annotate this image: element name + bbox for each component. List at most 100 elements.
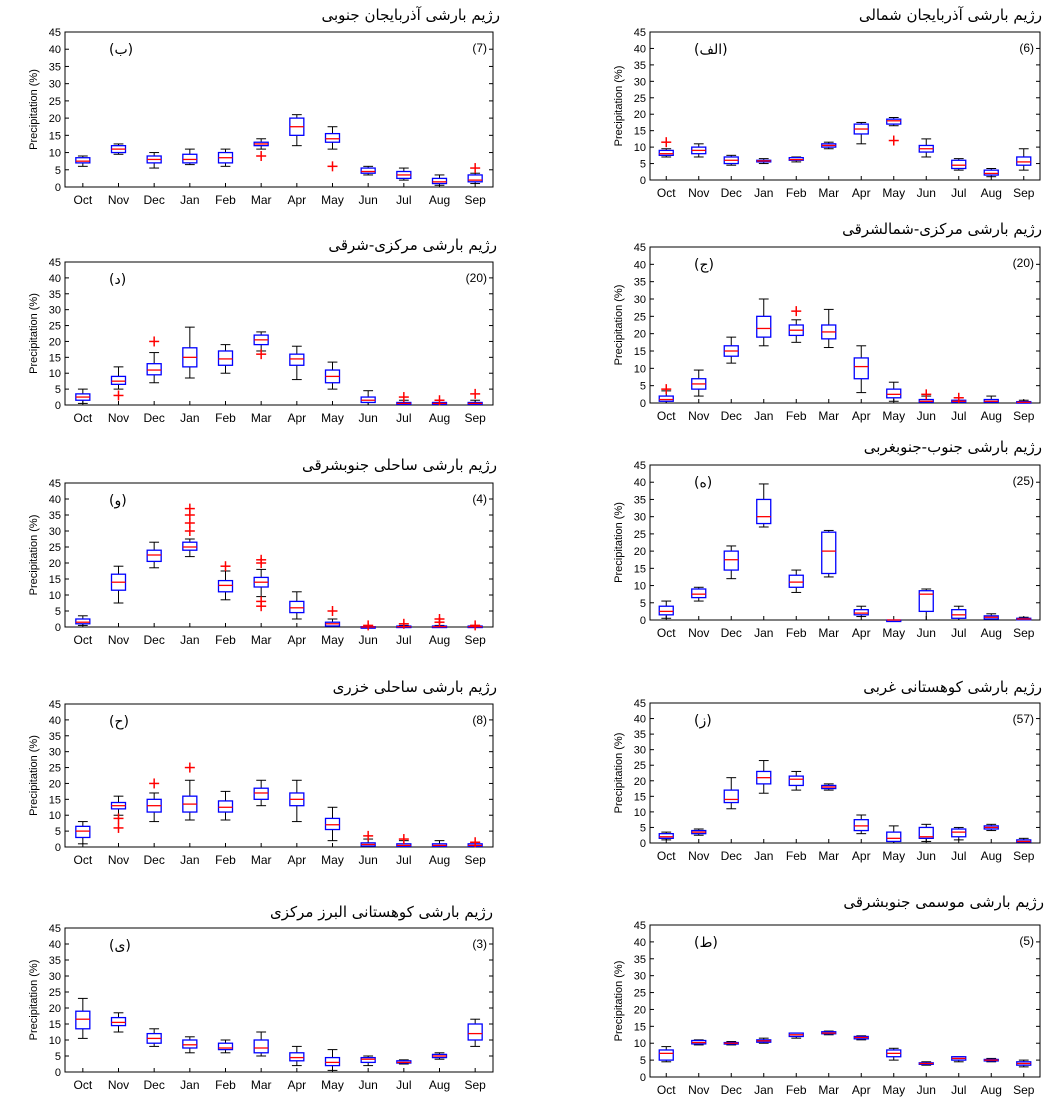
y-tick-label: 30 [634, 745, 646, 757]
box-feb [788, 569, 804, 593]
box-plot-panel-0: 0 5 10 15 20 25 30 35 40 45 Precipitation (%) Oct No… [28, 27, 494, 207]
plot-frame [64, 31, 494, 188]
x-tick-label-jun: Jun [917, 849, 936, 863]
box-jan [182, 148, 198, 166]
x-tick-label-jun: Jun [917, 186, 936, 200]
box-mar [253, 1031, 269, 1057]
box-plot-panel-1: 0 5 10 15 20 25 30 35 40 45 Precipitation (%) Oct No… [613, 27, 1041, 200]
x-tick-label-jan: Jan [754, 409, 773, 423]
box-apr [853, 605, 869, 618]
iqr-box [853, 357, 869, 380]
box-dec [723, 1041, 739, 1046]
y-tick-label: 0 [640, 175, 646, 187]
y-tick-label: 45 [634, 920, 646, 932]
x-tick-label-aug: Aug [981, 849, 1002, 863]
y-tick-label: 5 [640, 822, 646, 834]
x-tick-label-dec: Dec [721, 626, 742, 640]
x-tick-label-aug: Aug [429, 193, 450, 207]
x-tick-label-may: May [321, 853, 344, 867]
iqr-box [431, 177, 448, 185]
y-tick-label: 15 [634, 563, 646, 575]
x-tick-label-mar: Mar [818, 1083, 839, 1097]
y-tick-label: 25 [634, 760, 646, 772]
outlier-marker [149, 336, 160, 347]
y-tick-label: 45 [49, 699, 61, 711]
y-tick-label: 40 [634, 477, 646, 489]
y-tick-label: 40 [634, 937, 646, 949]
iqr-box [853, 609, 869, 616]
plot-frame [64, 703, 494, 848]
y-tick-label: 5 [55, 384, 61, 396]
iqr-box [918, 590, 934, 613]
x-tick-label-may: May [882, 626, 905, 640]
y-tick-label: 45 [634, 698, 646, 710]
iqr-box [217, 579, 234, 593]
iqr-box [75, 1010, 91, 1030]
x-tick-label-jun: Jun [358, 193, 377, 207]
box-dec [146, 352, 162, 384]
x-tick-label-feb: Feb [786, 1083, 807, 1097]
x-tick-label-may: May [882, 186, 905, 200]
iqr-box [951, 609, 967, 619]
iqr-box [110, 1016, 127, 1027]
y-tick-label: 40 [49, 494, 61, 506]
iqr-box [324, 817, 341, 831]
y-axis-label: Precipitation (%) [28, 960, 40, 1041]
y-tick-label: 20 [49, 113, 61, 125]
y-axis-label: Precipitation (%) [613, 733, 625, 814]
box-feb [788, 770, 804, 791]
x-tick-label-apr: Apr [852, 409, 871, 423]
y-tick-label: 45 [49, 257, 61, 269]
box-jan [756, 1037, 772, 1044]
x-tick-label-mar: Mar [251, 633, 272, 647]
iqr-box [756, 498, 772, 525]
box-nov [110, 143, 127, 155]
box-jan [182, 779, 198, 821]
iqr-box [253, 787, 269, 800]
panel-title: رژیم بارشی ساحلی جنوبشرقی [302, 456, 497, 474]
box-may [886, 825, 902, 844]
x-tick-label-feb: Feb [215, 411, 236, 425]
y-tick-label: 15 [634, 126, 646, 138]
x-tick-label-oct: Oct [73, 633, 92, 647]
y-tick-label: 10 [49, 810, 61, 822]
box-mar [821, 308, 837, 349]
panel-title: رژیم بارشی مرکزی-شرقی [328, 236, 497, 254]
iqr-box [360, 1056, 376, 1064]
y-axis-label: Precipitation (%) [613, 502, 625, 583]
x-tick-label-nov: Nov [108, 193, 129, 207]
x-tick-label-dec: Dec [143, 633, 164, 647]
panel-title: رژیم بارشی مرکزی-شمالشرقی [842, 220, 1042, 238]
iqr-box [360, 167, 376, 174]
box-apr [289, 779, 305, 823]
box-mar [253, 568, 269, 598]
x-tick-label-feb: Feb [786, 626, 807, 640]
x-tick-label-mar: Mar [818, 626, 839, 640]
panel-title: رژیم بارشی کوهستانی البرز مرکزی [270, 903, 493, 921]
x-tick-label-jul: Jul [951, 409, 966, 423]
box-jul [951, 1056, 967, 1063]
x-tick-label-feb: Feb [786, 186, 807, 200]
box-jan [756, 483, 772, 528]
x-tick-label-aug: Aug [429, 853, 450, 867]
box-apr [853, 345, 869, 394]
y-tick-label: 45 [49, 478, 61, 490]
box-dec [146, 1028, 162, 1047]
x-tick-label-sep: Sep [464, 411, 486, 425]
x-tick-label-jan: Jan [180, 633, 199, 647]
x-tick-label-sep: Sep [1013, 849, 1035, 863]
y-tick-label: 0 [640, 398, 646, 410]
box-nov [110, 1012, 127, 1033]
box-plot-panel-4: 0 5 10 15 20 25 30 35 40 45 Precipitation (%) Oct No… [28, 478, 494, 647]
y-axis-label: Precipitation (%) [613, 285, 625, 366]
panel-letter-label: (ی) [109, 938, 131, 954]
x-tick-label-jun: Jun [917, 409, 936, 423]
outlier-marker [470, 837, 481, 848]
box-jan [756, 158, 772, 165]
box-jul [951, 605, 967, 621]
outlier-marker [363, 830, 374, 841]
iqr-box [788, 156, 804, 161]
outlier-marker [327, 606, 338, 616]
y-tick-label: 20 [49, 1003, 61, 1015]
y-tick-label: 5 [55, 826, 61, 838]
